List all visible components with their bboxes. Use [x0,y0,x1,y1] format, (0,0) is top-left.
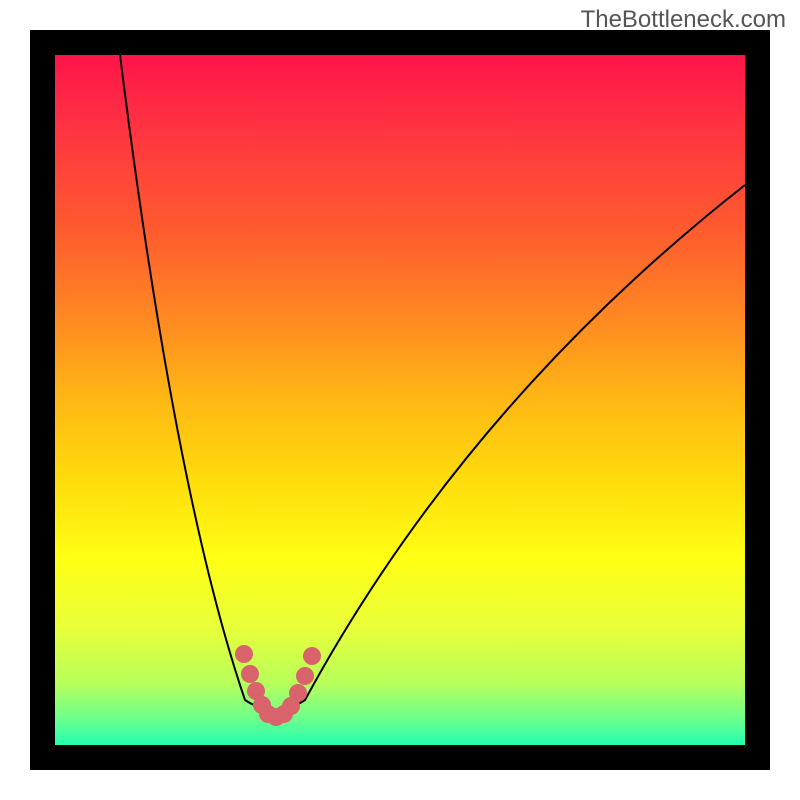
watermark-text: TheBottleneck.com [581,6,786,34]
dip-marker [289,684,307,702]
dip-marker [303,647,321,665]
plot-area [55,55,745,745]
chart-frame [30,30,770,770]
dip-marker [241,665,259,683]
dip-markers [235,645,321,726]
chart-container: TheBottleneck.com [0,0,800,800]
curve-line [120,55,745,710]
dip-marker [296,667,314,685]
bottleneck-curve [55,55,745,745]
dip-marker [235,645,253,663]
